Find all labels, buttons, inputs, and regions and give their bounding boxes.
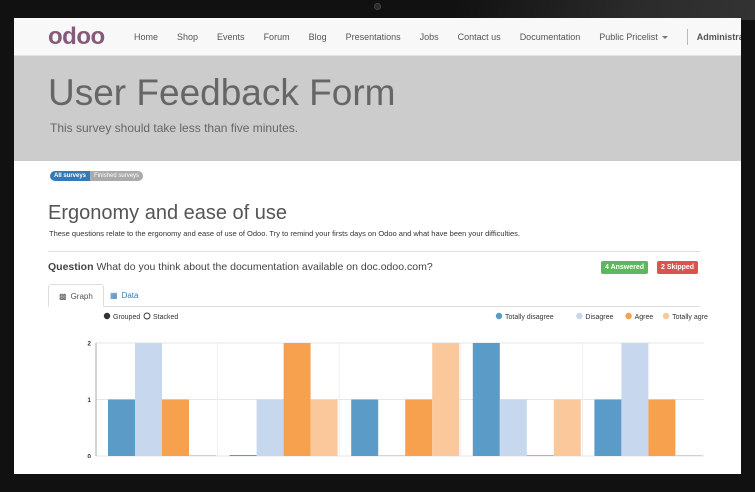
- nav-contact-us[interactable]: Contact us: [457, 32, 501, 42]
- bar-totally-disagree[interactable]: [108, 399, 135, 457]
- nav-blog[interactable]: Blog: [308, 32, 327, 42]
- legend-swatch[interactable]: [662, 312, 670, 320]
- legend-swatch[interactable]: [625, 312, 632, 320]
- odoo-logo[interactable]: odoo: [48, 23, 105, 50]
- page-subtitle: This survey should take less than five m…: [50, 121, 299, 135]
- result-tabs: ▩ Graph ▦ Data: [48, 284, 700, 307]
- device-gloss: [455, 0, 755, 20]
- bar-totally-disagree[interactable]: [229, 455, 257, 456]
- legend-label: Totally disagree: [505, 314, 554, 321]
- user-menu-dropdown[interactable]: Administrator: [697, 32, 741, 42]
- grouped-radio[interactable]: [103, 312, 111, 320]
- browser-screen: odoo Home Shop Events Forum Blog Present…: [14, 18, 741, 474]
- tab-graph-label: Graph: [70, 292, 93, 301]
- question-prefix: Question: [48, 261, 94, 273]
- chevron-down-icon: [661, 36, 668, 40]
- all-surveys-link[interactable]: All surveys: [50, 171, 91, 181]
- bar-totally-agree[interactable]: [553, 399, 581, 457]
- results-chart: 012 It is up-to-dateIt helps in the begi…: [87, 312, 708, 459]
- bar-totally-disagree[interactable]: [594, 399, 622, 457]
- bar-agree[interactable]: [405, 399, 433, 457]
- legend-label: Agree: [635, 314, 654, 321]
- legend-swatch[interactable]: [576, 312, 583, 320]
- nav-events[interactable]: Events: [217, 32, 245, 42]
- page-title: User Feedback Form: [48, 72, 396, 113]
- tab-graph[interactable]: ▩ Graph: [48, 284, 104, 307]
- nav-pricelist-dropdown[interactable]: Public Pricelist: [599, 32, 668, 42]
- user-label: Administrator: [696, 32, 741, 42]
- bar-chart-icon: ▩: [59, 292, 67, 301]
- stacked-label: Stacked: [153, 314, 178, 321]
- question-text: What do you think about the documentatio…: [96, 261, 433, 273]
- bar-agree[interactable]: [283, 343, 311, 456]
- camera-icon: [374, 3, 381, 10]
- grouped-label: Grouped: [113, 314, 140, 321]
- divider: [48, 251, 700, 252]
- finished-surveys-link[interactable]: Finished surveys: [90, 171, 144, 181]
- main-nav: Home Shop Events Forum Blog Presentation…: [134, 18, 741, 56]
- bar-agree[interactable]: [162, 399, 189, 457]
- bar-disagree[interactable]: [499, 399, 527, 457]
- nav-jobs[interactable]: Jobs: [419, 32, 439, 42]
- bar-totally-agree[interactable]: [189, 455, 216, 456]
- y-tick-label: 1: [87, 397, 91, 404]
- question-heading: Question What do you think about the doc…: [48, 261, 433, 273]
- legend-label: Disagree: [585, 314, 613, 321]
- tab-data[interactable]: ▦ Data: [100, 284, 148, 307]
- bar-disagree[interactable]: [621, 343, 649, 456]
- bar-disagree[interactable]: [135, 343, 162, 456]
- nav-home[interactable]: Home: [134, 32, 159, 42]
- table-icon: ▦: [110, 291, 118, 300]
- answered-badge[interactable]: 4 Answered: [601, 261, 649, 274]
- bar-disagree[interactable]: [378, 455, 406, 456]
- section-description: These questions relate to the ergonomy a…: [49, 229, 520, 238]
- bar-totally-agree[interactable]: [432, 343, 460, 456]
- nav-separator: [686, 29, 688, 45]
- nav-forum[interactable]: Forum: [263, 32, 290, 42]
- nav-shop[interactable]: Shop: [177, 32, 199, 42]
- bar-totally-disagree[interactable]: [351, 399, 379, 457]
- y-tick-label: 0: [87, 454, 91, 459]
- bar-agree[interactable]: [648, 399, 676, 457]
- legend-label: Totally agree: [672, 314, 708, 321]
- nav-presentations[interactable]: Presentations: [345, 32, 401, 42]
- bar-disagree[interactable]: [256, 399, 284, 457]
- nav-documentation[interactable]: Documentation: [519, 32, 581, 42]
- chart-y-axis: 0 1 2: [87, 341, 97, 459]
- legend-swatch[interactable]: [495, 312, 503, 320]
- bar-totally-agree[interactable]: [675, 455, 703, 456]
- chart-legend: Totally disagree Disagree Agree Totally agr…: [495, 312, 708, 321]
- y-tick-label: 2: [87, 341, 91, 348]
- pricelist-label: Public Pricelist: [599, 32, 658, 42]
- breadcrumb: All surveys Finished surveys: [50, 171, 144, 181]
- top-navbar: odoo Home Shop Events Forum Blog Present…: [14, 18, 741, 56]
- bar-totally-agree[interactable]: [310, 399, 338, 457]
- chart-mode-controls: Grouped Stacked: [103, 312, 178, 321]
- logo-text: odoo: [48, 23, 105, 50]
- survey-banner: User Feedback Form This survey should ta…: [14, 56, 741, 161]
- stacked-radio[interactable]: [143, 312, 151, 320]
- bar-totally-disagree[interactable]: [472, 343, 500, 456]
- chart-bars: [108, 343, 703, 457]
- bar-agree[interactable]: [526, 455, 554, 456]
- tab-data-label: Data: [121, 291, 139, 300]
- skipped-badge[interactable]: 2 Skipped: [657, 261, 699, 274]
- section-title: Ergonomy and ease of use: [48, 202, 288, 224]
